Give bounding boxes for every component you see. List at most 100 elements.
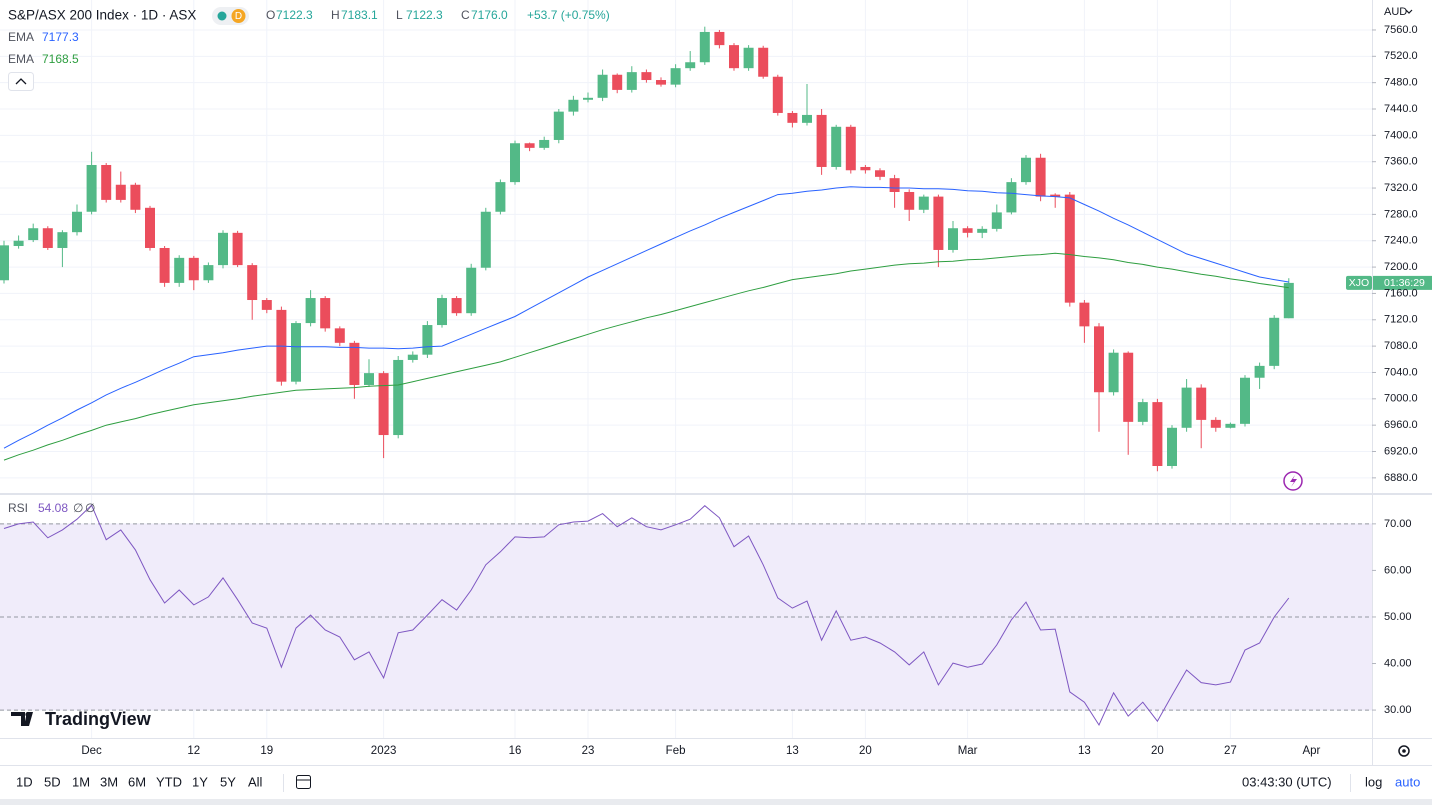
y-tick-label: 7240.0 <box>1384 235 1418 247</box>
candle-body <box>553 111 564 140</box>
currency[interactable]: AUD <box>1384 6 1407 18</box>
candle-body <box>1064 194 1075 303</box>
candle-body <box>28 228 39 241</box>
candle-body <box>1196 387 1207 420</box>
candle-body <box>1094 326 1104 393</box>
candle-body <box>612 74 623 90</box>
collapse-button[interactable] <box>8 72 34 91</box>
symbol-tag-box <box>1346 275 1372 290</box>
range-button[interactable]: 1M <box>72 774 90 789</box>
y-tick-label: 7520.0 <box>1384 50 1418 62</box>
market-dot <box>217 11 227 21</box>
badge: D <box>235 11 242 22</box>
candle-body <box>831 126 842 167</box>
currency-chevron <box>1405 9 1413 14</box>
ema-value: 7168.5 <box>42 52 79 66</box>
candle-body <box>305 298 316 324</box>
y-tick-label: 40.00 <box>1384 657 1412 669</box>
y-tick-label: 7040.0 <box>1384 366 1418 378</box>
rsi-value: 54.08 <box>38 501 68 515</box>
auto-toggle[interactable]: auto <box>1395 774 1420 789</box>
candle-body <box>174 257 185 283</box>
y-tick-label: 7160.0 <box>1384 287 1418 299</box>
candle-body <box>378 373 389 436</box>
settings-center <box>1402 749 1406 753</box>
candle-body <box>203 265 214 281</box>
badge-circle <box>231 9 246 23</box>
countdown-box <box>1373 275 1432 290</box>
candle-body <box>875 170 885 177</box>
rsi-icon: ∅ <box>73 501 83 515</box>
candle-body <box>729 45 739 69</box>
axes: Dec 12 19 2023 16 23 Feb 13 20 Mar 13 20 27 Apr 7560.0… <box>81 24 1417 757</box>
candle-body <box>1254 365 1265 378</box>
candle-body <box>539 139 550 148</box>
x-tick-label: Apr <box>1302 745 1320 757</box>
range-button[interactable]: YTD <box>156 774 182 789</box>
rsi-line <box>3 504 1290 727</box>
ohlc-key: C <box>461 8 470 22</box>
candle-body <box>72 211 82 233</box>
y-tick-label: 7560.0 <box>1384 24 1418 36</box>
candle-body <box>466 267 477 314</box>
range-button[interactable]: 6M <box>128 774 146 789</box>
candle-body <box>334 328 345 343</box>
candle-body <box>480 211 491 268</box>
countdown: 01:36:29 <box>1384 277 1425 289</box>
candle-body <box>1079 302 1090 327</box>
y-tick-label: 6920.0 <box>1384 445 1418 457</box>
candle-body <box>13 240 24 247</box>
candle-body <box>933 196 944 250</box>
range-button[interactable]: 1D <box>16 774 33 789</box>
candle-body <box>159 247 170 283</box>
y-tick-label: 7080.0 <box>1384 340 1418 352</box>
logo-text[interactable]: TradingView <box>45 709 152 729</box>
y-tick-label: 6960.0 <box>1384 419 1418 431</box>
range-button[interactable]: 1Y <box>192 774 208 789</box>
candle-body <box>437 298 447 326</box>
events-bolt <box>1290 475 1297 487</box>
candle-body <box>772 76 783 113</box>
candle-body <box>802 114 812 123</box>
candle-body <box>393 359 404 436</box>
y-tick-label: 70.00 <box>1384 518 1412 530</box>
candle-body <box>597 74 608 98</box>
x-tick-label: 27 <box>1224 745 1237 757</box>
ema-line <box>3 252 1289 461</box>
candle-body <box>495 182 506 212</box>
candle-body <box>1269 317 1280 366</box>
x-tick-label: 13 <box>1078 745 1091 757</box>
candle-body <box>918 196 929 210</box>
candle-body <box>699 31 710 63</box>
rsi-pane <box>0 504 1372 727</box>
y-tick-label: 7000.0 <box>1384 393 1418 405</box>
candle-body <box>130 184 141 210</box>
x-tick-label: Dec <box>81 745 102 757</box>
x-tick-label: Mar <box>958 745 978 757</box>
y-tick-label: 7440.0 <box>1384 103 1418 115</box>
log-toggle[interactable]: log <box>1365 774 1382 789</box>
y-tick-label: 30.00 <box>1384 704 1412 716</box>
range-button[interactable]: 5Y <box>220 774 236 789</box>
y-tick-label: 7200.0 <box>1384 261 1418 273</box>
y-tick-label: 7320.0 <box>1384 182 1418 194</box>
x-tick-label: 19 <box>260 745 273 757</box>
ohlc-value: 7176.0 <box>471 8 508 22</box>
y-tick-label: 7280.0 <box>1384 208 1418 220</box>
range-button[interactable]: All <box>248 774 263 789</box>
range-button[interactable]: 3M <box>100 774 118 789</box>
candle-body <box>670 68 681 85</box>
range-button[interactable]: 5D <box>44 774 61 789</box>
candle-body <box>714 31 725 46</box>
candle-body <box>787 112 798 123</box>
candle-body <box>188 257 199 281</box>
candle-body <box>1225 423 1236 428</box>
candle-body <box>57 232 68 248</box>
x-tick-label: 20 <box>1151 745 1164 757</box>
candle-body <box>816 114 827 167</box>
date-range-icon[interactable] <box>296 775 311 789</box>
ohlc-change: +53.7 (+0.75%) <box>527 8 610 22</box>
settings-icon[interactable] <box>1398 745 1410 757</box>
clock[interactable]: 03:43:30 (UTC) <box>1242 774 1332 789</box>
